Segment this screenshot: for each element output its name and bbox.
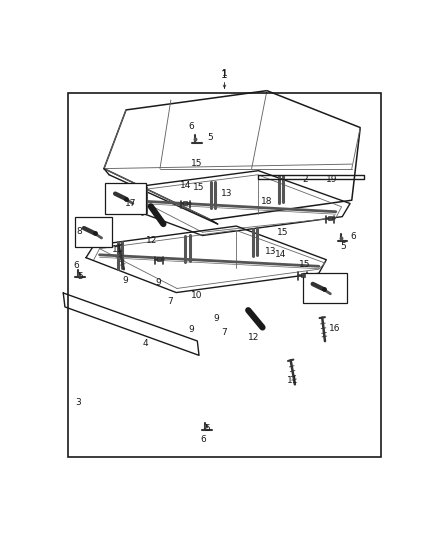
Text: 6: 6: [350, 232, 356, 241]
Text: 7: 7: [221, 328, 227, 337]
Text: 9: 9: [214, 314, 219, 323]
Text: 11: 11: [112, 245, 123, 254]
Text: 1: 1: [222, 69, 227, 78]
Text: 15: 15: [191, 159, 202, 168]
Text: 5: 5: [204, 424, 210, 433]
Text: 14: 14: [275, 251, 286, 259]
Text: 19: 19: [326, 175, 338, 184]
Text: 14: 14: [180, 181, 191, 190]
Bar: [68, 93, 381, 457]
Text: 5: 5: [340, 241, 346, 251]
Text: 1: 1: [221, 69, 228, 79]
Text: 5: 5: [77, 272, 83, 281]
Text: 6: 6: [189, 122, 194, 131]
Bar: [75, 217, 113, 247]
Text: 15: 15: [193, 183, 205, 191]
Text: 4: 4: [143, 338, 148, 348]
Text: 6: 6: [74, 261, 79, 270]
Text: 12: 12: [146, 236, 157, 245]
Text: 3: 3: [75, 398, 81, 407]
Text: 5: 5: [207, 133, 212, 142]
Text: 16: 16: [329, 324, 340, 333]
Text: 9: 9: [123, 276, 128, 285]
Text: 15: 15: [299, 260, 311, 269]
Text: 18: 18: [261, 197, 272, 206]
Text: 2: 2: [303, 175, 308, 184]
Text: 13: 13: [265, 247, 276, 256]
Text: 7: 7: [167, 297, 173, 306]
Text: 9: 9: [155, 278, 161, 287]
Text: 15: 15: [277, 228, 289, 237]
Text: 6: 6: [201, 435, 206, 444]
Text: 17: 17: [125, 199, 137, 208]
Text: 8: 8: [76, 227, 82, 236]
Bar: [303, 273, 347, 303]
Bar: [105, 183, 146, 214]
Text: 9: 9: [189, 326, 194, 334]
Text: 11: 11: [287, 376, 299, 385]
Text: 12: 12: [247, 333, 259, 342]
Text: 13: 13: [221, 189, 233, 198]
Text: 10: 10: [191, 292, 202, 300]
